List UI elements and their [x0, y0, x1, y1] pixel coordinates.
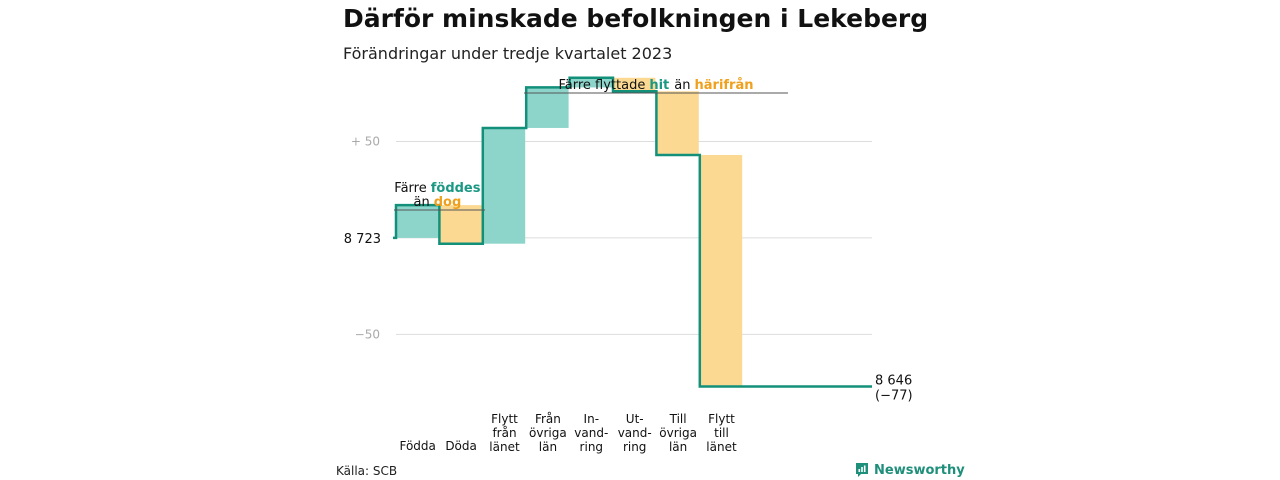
x-tick-label: Ut-vand-ring	[618, 412, 652, 454]
end-value-label: 8 646	[875, 373, 912, 388]
bar	[483, 127, 526, 244]
x-tick-label-line: ring	[623, 440, 647, 454]
x-tick-label-line: In-	[584, 412, 599, 426]
bar	[614, 77, 656, 92]
x-tick-label-line: Födda	[399, 439, 435, 453]
change-label: (−77)	[875, 388, 913, 403]
annotation-moves: Färre flyttade hit än härifrån	[558, 78, 753, 93]
x-tick-label: Flytt från länet	[489, 412, 520, 454]
x-tick-label-line: Från	[535, 412, 561, 426]
chart-subtitle: Förändringar under tredje kvartalet 2023	[343, 44, 673, 63]
bar	[657, 91, 699, 155]
x-tick-label: Till övriga län	[659, 412, 697, 454]
bar	[440, 205, 482, 244]
x-tick-label: Födda	[399, 439, 435, 453]
x-tick-label-line: vand-	[618, 426, 652, 440]
x-tick-label: Döda	[445, 439, 477, 453]
x-tick-label-line: Döda	[445, 439, 477, 453]
y-tick-label: + 50	[351, 134, 380, 148]
chart-title: Därför minskade befolkningen i Lekeberg	[343, 4, 929, 33]
brand-logo[interactable]: Newsworthy	[855, 462, 965, 478]
x-tick-label: Flytt till länet	[706, 412, 737, 454]
annotation-highlight: dog	[434, 195, 462, 210]
x-tick-label-line: från	[492, 426, 516, 440]
newsworthy-logo-icon	[856, 463, 868, 477]
x-tick-label: In-vand-ring	[574, 412, 608, 454]
x-tick-label-line: Ut-	[626, 412, 644, 426]
bar	[570, 77, 612, 88]
annotation-highlight: föddes	[431, 181, 481, 196]
brand-name: Newsworthy	[874, 462, 965, 478]
series-line	[393, 76, 872, 388]
bar	[700, 154, 743, 387]
annotation-text: Färre flyttade	[558, 78, 645, 93]
x-tick-label-line: Till	[669, 412, 687, 426]
x-tick-label-line: Flytt	[491, 412, 518, 426]
annotation-highlight: härifrån	[695, 78, 754, 93]
x-tick-label-line: till	[714, 426, 729, 440]
bar	[397, 205, 439, 238]
annotation-births-line1: Färre föddes	[394, 181, 480, 196]
x-tick-label-line: län	[669, 440, 687, 454]
x-tick-label-line: övriga	[529, 426, 567, 440]
y-tick-label: −50	[355, 327, 380, 341]
source-note: Källa: SCB	[336, 464, 398, 478]
annotation-text: än	[674, 78, 690, 93]
annotation-highlight: hit	[649, 78, 669, 93]
x-tick-label-line: övriga	[659, 426, 697, 440]
x-tick-label-line: län	[539, 440, 557, 454]
x-tick-label: Från övriga län	[529, 412, 567, 454]
x-tick-label-line: länet	[489, 440, 520, 454]
x-tick-label-line: länet	[706, 440, 737, 454]
start-value-label: 8 723	[344, 232, 381, 247]
annotation-text: än	[414, 195, 430, 210]
x-tick-label-line: Flytt	[708, 412, 735, 426]
annotation-births-line2: än dog	[414, 195, 462, 210]
bar	[527, 87, 569, 128]
annotation-text: Färre	[394, 181, 426, 196]
x-tick-label-line: vand-	[574, 426, 608, 440]
x-tick-label-line: ring	[580, 440, 604, 454]
